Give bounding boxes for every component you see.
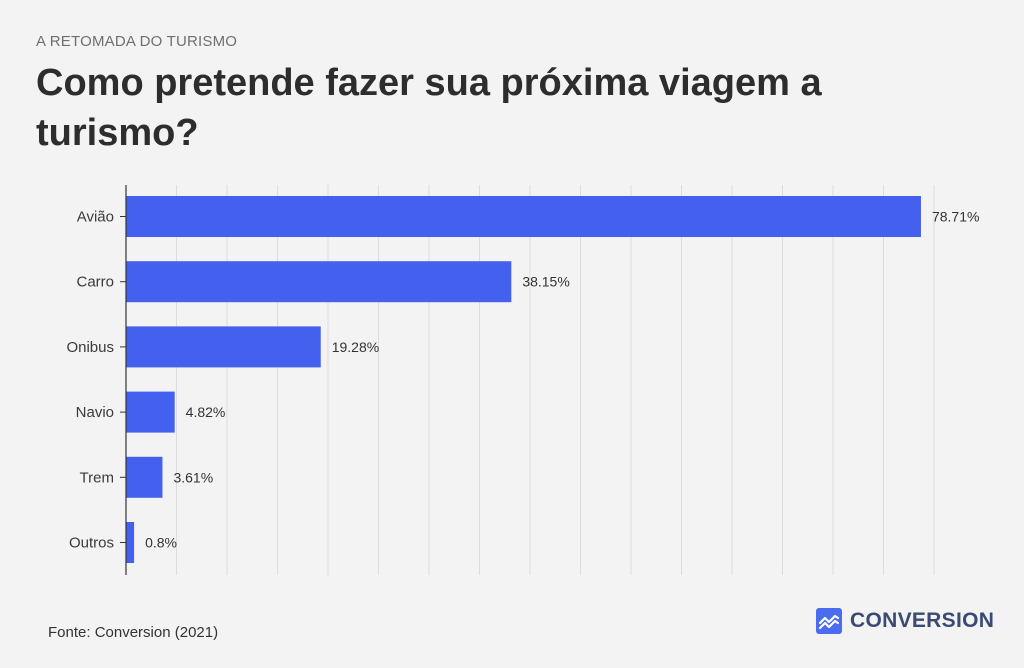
chart-kicker: A RETOMADA DO TURISMO: [36, 33, 238, 50]
category-label: Avião: [77, 209, 114, 226]
category-label: Navio: [76, 404, 114, 421]
value-label: 0.8%: [145, 535, 177, 551]
bars: [126, 196, 921, 563]
labels: Avião 78.71% Carro 38.15% Onibus 19.28% Navio 4…: [66, 209, 979, 552]
value-label: 4.82%: [186, 404, 226, 420]
chart-title: Como pretende fazer sua próxima viagem a…: [36, 62, 822, 154]
brand-name: CONVERSION: [850, 609, 995, 632]
brand-logo: CONVERSION: [816, 608, 994, 634]
bar-outros: [126, 522, 135, 563]
chart-trend-icon: [816, 608, 842, 634]
category-label: Trem: [80, 469, 114, 486]
value-label: 38.15%: [522, 274, 569, 290]
gridlines: [176, 185, 935, 575]
value-label: 78.71%: [932, 209, 979, 225]
value-label: 3.61%: [173, 469, 213, 485]
bar-navio: [126, 391, 175, 433]
value-label: 19.28%: [332, 339, 379, 355]
category-label: Carro: [76, 274, 114, 291]
bar-carro: [126, 261, 512, 303]
category-label: Onibus: [66, 339, 114, 356]
bar-trem: [126, 456, 163, 498]
source-note: Fonte: Conversion (2021): [48, 624, 219, 641]
category-label: Outros: [69, 535, 114, 552]
bar-avião: [126, 196, 921, 237]
bar-onibus: [126, 326, 321, 368]
